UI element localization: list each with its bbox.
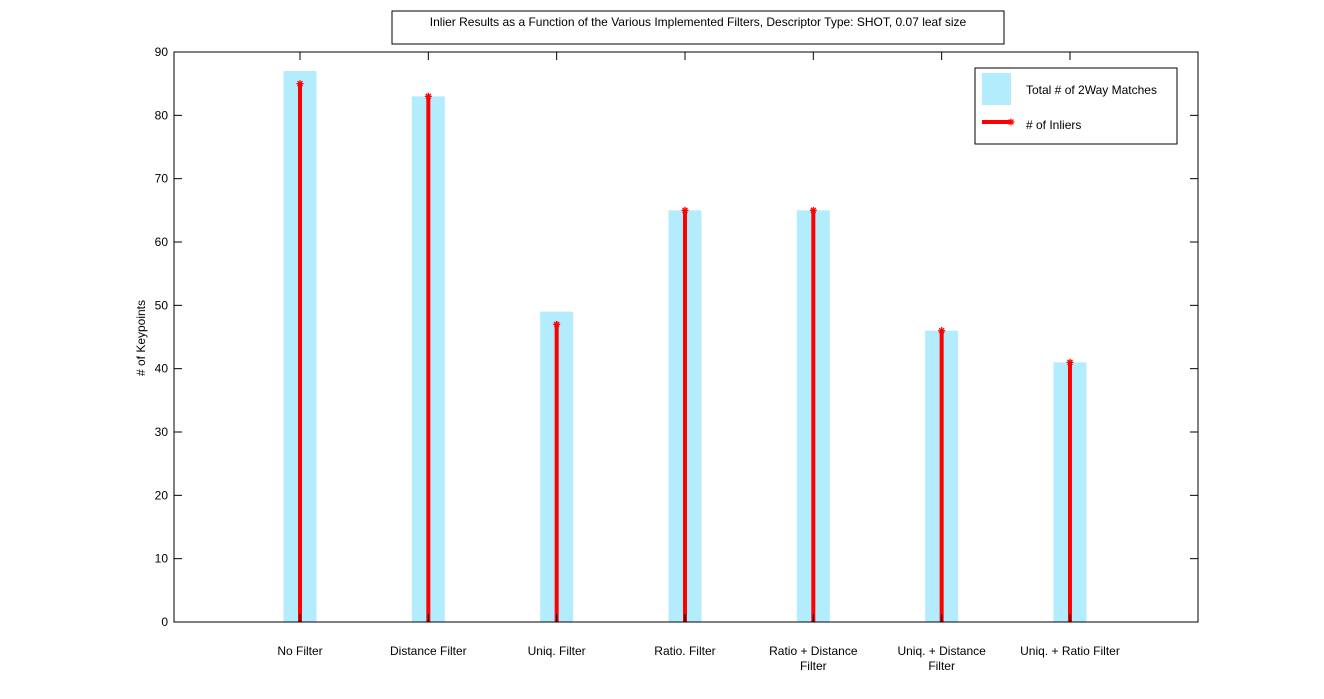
plot-area-frame (173, 51, 1199, 623)
legend-label-bars: Total # of 2Way Matches (1026, 83, 1157, 97)
title-frame (391, 10, 1005, 45)
x-tick-label: Distance Filter (390, 644, 467, 658)
chart-title: Inlier Results as a Function of the Vari… (430, 15, 967, 29)
inlier-marker (938, 327, 946, 335)
x-tick-label: Ratio + Distance Filter (769, 644, 858, 673)
y-tick-label: 20 (155, 488, 169, 502)
x-tick-label: Ratio. Filter (654, 644, 715, 658)
y-tick-label: 50 (155, 298, 169, 312)
x-tick-label-line: No Filter (277, 644, 322, 658)
x-tick-label-line: Filter (800, 659, 827, 673)
x-tick-label-line: Uniq. + Distance (897, 644, 986, 658)
x-tick-label-line: Distance Filter (390, 644, 467, 658)
inlier-marker (553, 320, 561, 328)
inlier-marker (681, 206, 689, 214)
y-tick-label: 80 (155, 108, 169, 122)
x-tick-label-line: Ratio. Filter (654, 644, 715, 658)
x-tick-label-line: Filter (928, 659, 955, 673)
legend: Total # of 2Way Matches # of Inliers (974, 67, 1178, 145)
title-box: Inlier Results as a Function of the Vari… (391, 10, 1005, 45)
y-tick-label: 40 (155, 362, 169, 376)
y-axis: 0 10 20 30 40 50 60 70 80 90 (155, 45, 1198, 629)
x-axis: No Filter Distance Filter Uniq. Filter Rati… (277, 52, 1120, 673)
y-tick-label: 90 (155, 45, 169, 59)
x-tick-label: No Filter (277, 644, 322, 658)
legend-label-inliers: # of Inliers (1026, 118, 1081, 132)
x-tick-label-line: Uniq. + Ratio Filter (1020, 644, 1120, 658)
y-tick-label: 0 (161, 615, 168, 629)
y-tick-label: 30 (155, 425, 169, 439)
x-tick-label-line: Ratio + Distance (769, 644, 858, 658)
y-tick-label: 70 (155, 172, 169, 186)
x-tick-label: Uniq. Filter (528, 644, 586, 658)
y-axis-label: # of Keypoints (134, 300, 148, 376)
legend-swatch-inliers-marker (1007, 118, 1015, 126)
x-tick-label-line: Uniq. Filter (528, 644, 586, 658)
inlier-marker (809, 206, 817, 214)
inlier-stems-layer (296, 80, 1074, 622)
x-tick-label: Uniq. + Ratio Filter (1020, 644, 1120, 658)
y-tick-label: 60 (155, 235, 169, 249)
inlier-marker (424, 92, 432, 100)
inlier-marker (296, 80, 304, 88)
y-tick-label: 10 (155, 552, 169, 566)
x-tick-label: Uniq. + Distance Filter (897, 644, 986, 673)
legend-swatch-bars (982, 73, 1011, 105)
inlier-marker (1066, 358, 1074, 366)
